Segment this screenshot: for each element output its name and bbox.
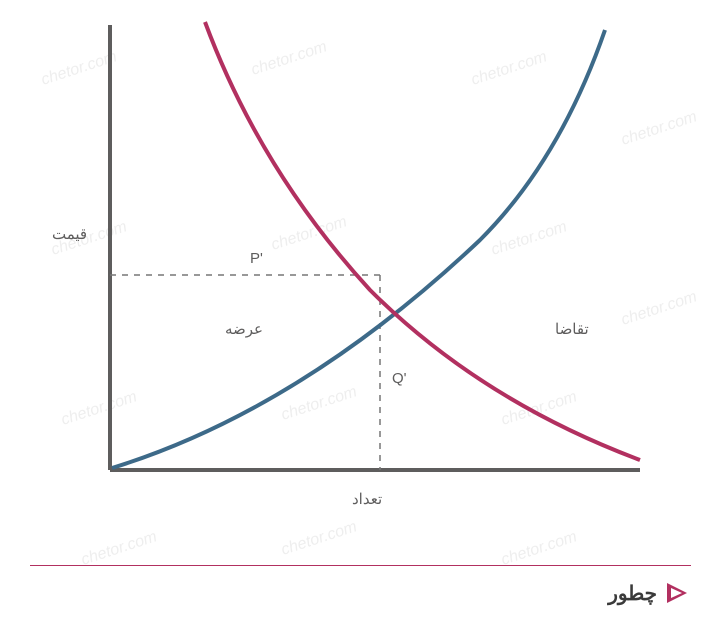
brand-icon — [663, 579, 691, 607]
demand-curve — [205, 22, 640, 460]
demand-label: تقاضا — [555, 320, 589, 338]
footer-divider — [30, 565, 691, 566]
supply-label: عرضه — [225, 320, 263, 338]
x-axis-label: تعداد — [352, 490, 382, 508]
brand-text: چطور — [608, 581, 657, 606]
brand-logo: چطور — [608, 579, 691, 607]
y-axis-label: قیمت — [52, 225, 87, 243]
supply-demand-chart — [0, 0, 721, 621]
p-prime-label: P' — [250, 250, 263, 267]
supply-curve — [112, 30, 605, 468]
q-prime-label: Q' — [392, 370, 407, 387]
